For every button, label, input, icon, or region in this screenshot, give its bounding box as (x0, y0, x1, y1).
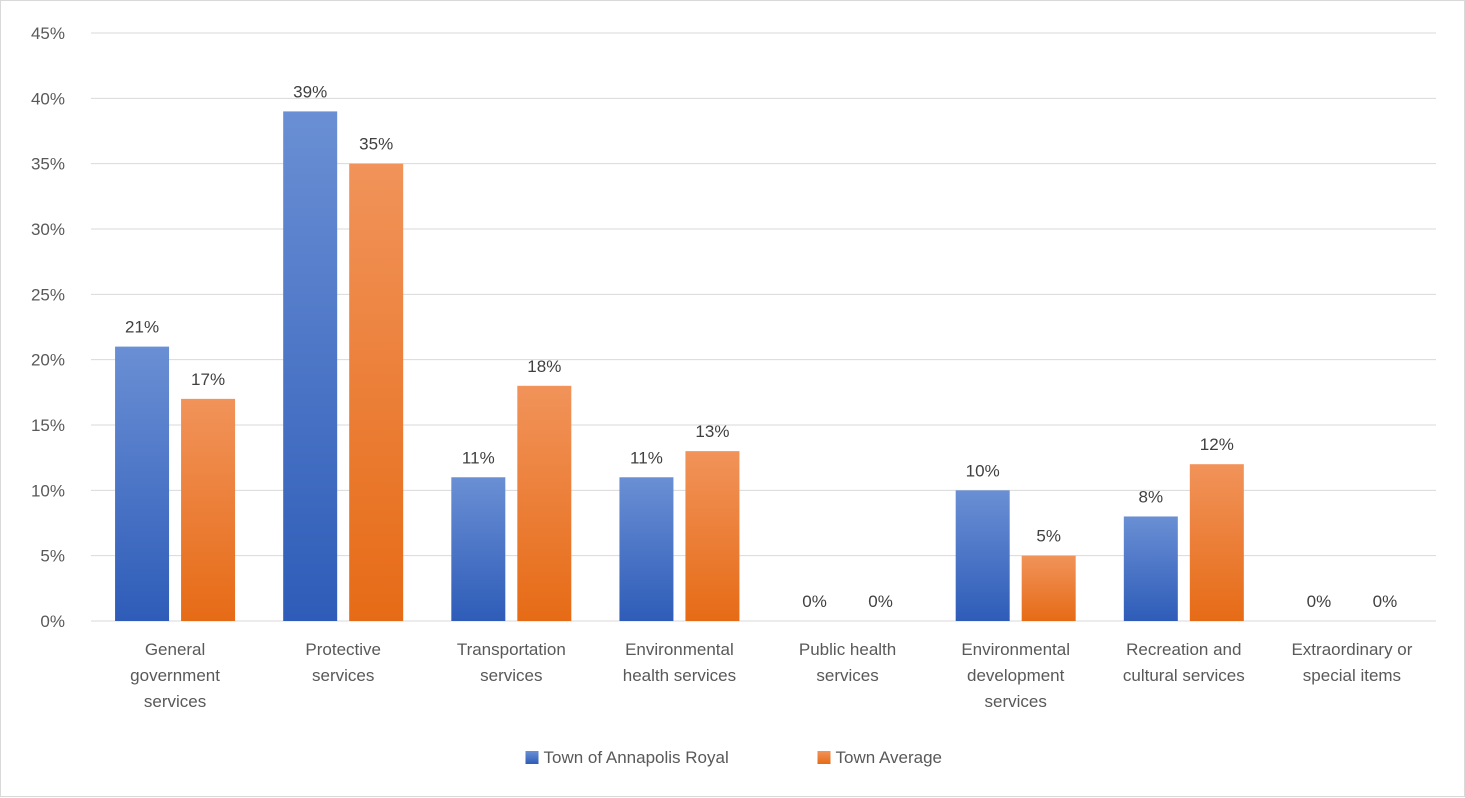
data-label-annapolis-royal: 39% (293, 82, 327, 101)
bar-annapolis-royal (451, 477, 506, 621)
data-label-annapolis-royal: 11% (462, 448, 495, 467)
x-category-label: development (967, 666, 1065, 685)
data-label-annapolis-royal: 0% (1307, 592, 1332, 611)
legend: Town of Annapolis Royal Town Average (525, 748, 942, 767)
bar-annapolis-royal (283, 111, 338, 622)
bar-town-average (181, 398, 236, 621)
bar-annapolis-royal (115, 346, 170, 621)
y-tick-label: 30% (31, 220, 65, 239)
y-tick-label: 15% (31, 416, 65, 435)
y-axis-ticks: 0% 5% 10% 15% 20% 25% 30% 35% 40% 45% (31, 24, 65, 631)
y-tick-label: 40% (31, 89, 65, 108)
bar-annapolis-royal (619, 477, 674, 621)
x-category-label: Environmental (625, 640, 734, 659)
data-label-town-average: 5% (1036, 527, 1061, 546)
bar-town-average (1021, 555, 1076, 621)
data-labels: 21% 17% 39% 35% 11% 18% 11% 13% 0% 0% 10% 5% 8% 12% 0%… (125, 82, 1397, 611)
data-label-town-average: 18% (527, 357, 561, 376)
data-label-annapolis-royal: 11% (630, 448, 663, 467)
y-tick-label: 10% (31, 481, 65, 500)
x-axis-categories: General government services Protective servi… (130, 640, 1413, 711)
data-label-town-average: 0% (868, 592, 893, 611)
x-category-label: Transportation (457, 640, 566, 659)
x-category-label: services (985, 692, 1047, 711)
legend-swatch-town-average (817, 751, 831, 764)
y-tick-label: 45% (31, 24, 65, 43)
data-label-town-average: 12% (1200, 435, 1234, 454)
legend-swatch-annapolis-royal (525, 751, 539, 764)
x-category-label: services (480, 666, 542, 685)
x-category-label: Protective (305, 640, 381, 659)
y-tick-label: 35% (31, 155, 65, 174)
x-category-label: services (816, 666, 878, 685)
legend-label-annapolis-royal: Town of Annapolis Royal (544, 748, 729, 767)
x-category-label: services (144, 692, 206, 711)
x-category-label: special items (1303, 666, 1401, 685)
bar-town-average (1189, 464, 1244, 621)
data-label-town-average: 13% (695, 422, 729, 441)
data-label-annapolis-royal: 8% (1139, 487, 1164, 506)
data-label-town-average: 35% (359, 135, 393, 154)
y-tick-label: 5% (40, 547, 65, 566)
data-label-annapolis-royal: 0% (802, 592, 827, 611)
y-tick-label: 25% (31, 285, 65, 304)
y-tick-label: 20% (31, 351, 65, 370)
data-label-annapolis-royal: 10% (966, 461, 1000, 480)
bars (115, 111, 1244, 622)
bar-town-average (685, 451, 740, 621)
y-tick-label: 0% (40, 612, 65, 631)
x-category-label: government (130, 666, 220, 685)
x-category-label: Environmental (961, 640, 1070, 659)
x-category-label: Extraordinary or (1291, 640, 1412, 659)
data-label-town-average: 0% (1373, 592, 1398, 611)
x-category-label: General (145, 640, 205, 659)
x-category-label: cultural services (1123, 666, 1245, 685)
x-category-label: Recreation and (1126, 640, 1241, 659)
bar-annapolis-royal (1123, 516, 1178, 621)
x-category-label: health services (623, 666, 736, 685)
x-category-label: services (312, 666, 374, 685)
x-category-label: Public health (799, 640, 896, 659)
bar-town-average (349, 163, 404, 621)
legend-label-town-average: Town Average (836, 748, 942, 767)
data-label-town-average: 17% (191, 370, 225, 389)
data-label-annapolis-royal: 21% (125, 318, 159, 337)
bar-annapolis-royal (955, 490, 1010, 621)
bar-town-average (517, 385, 572, 621)
